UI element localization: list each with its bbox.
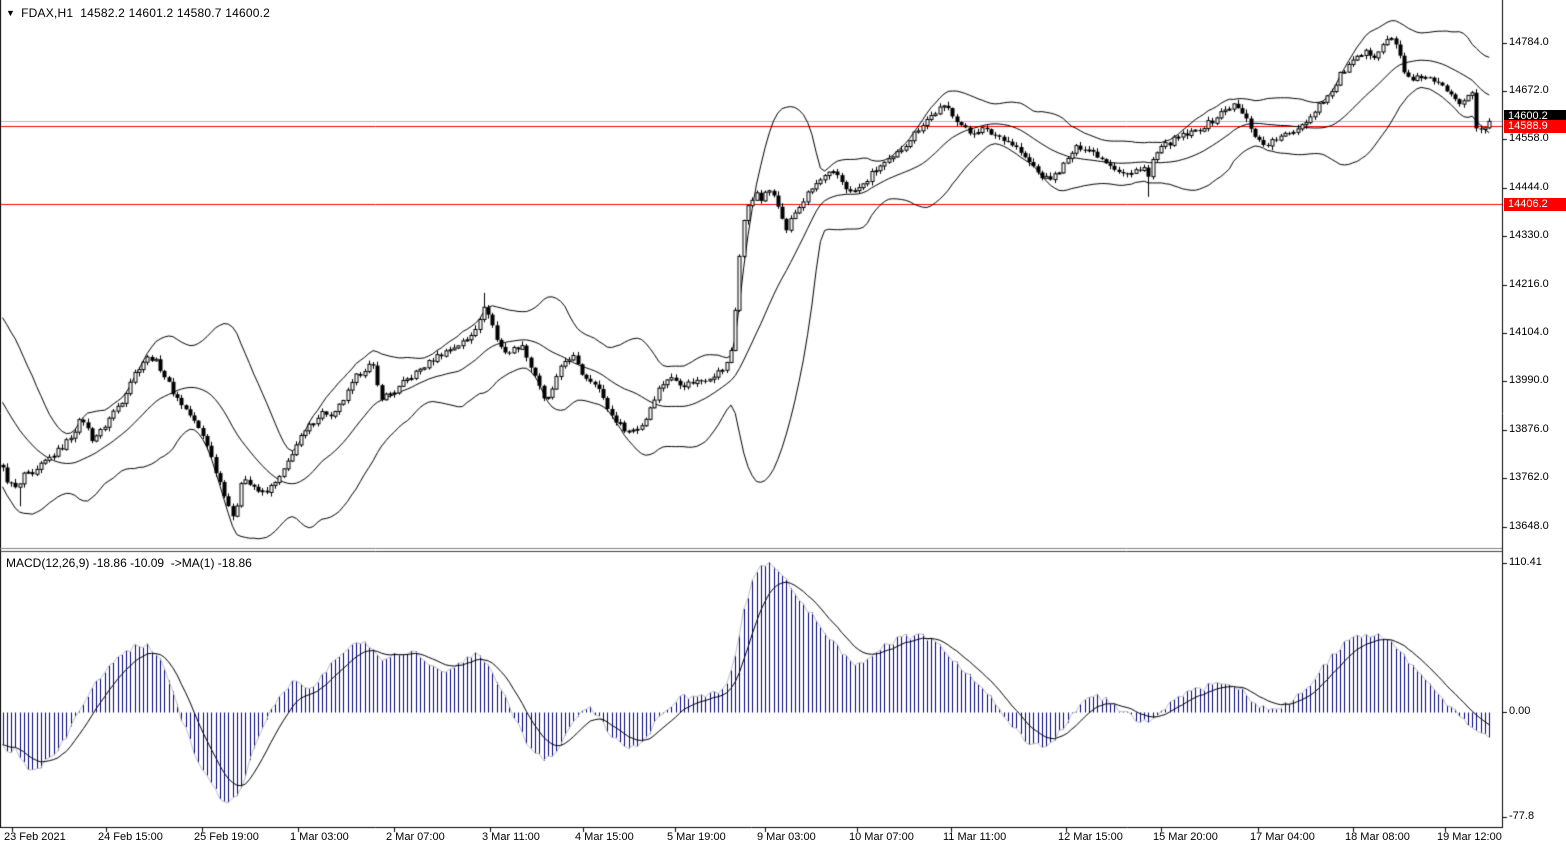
price-axis-label: 13762.0 [1509, 471, 1549, 484]
time-axis-label: 17 Mar 04:00 [1250, 831, 1315, 843]
macd-axis-label: 110.41 [1509, 556, 1542, 568]
time-axis-label: 3 Mar 11:00 [482, 831, 540, 843]
macd-axis-label: 0.00 [1509, 705, 1531, 717]
time-axis-label: 18 Mar 08:00 [1345, 831, 1410, 843]
hline-price-label: 14406.2 [1504, 197, 1566, 211]
price-axis-label: 14104.0 [1509, 325, 1549, 338]
hline-price-label: 14588.9 [1504, 120, 1566, 134]
price-axis-label: 14558.0 [1509, 132, 1549, 145]
time-axis-label: 1 Mar 03:00 [290, 831, 349, 843]
time-axis-label: 11 Mar 11:00 [943, 831, 1007, 843]
current-price-label: 14600.2 [1504, 110, 1566, 124]
price-axis-label: 14672.0 [1509, 83, 1549, 96]
panel-splitter[interactable] [0, 548, 1502, 552]
macd-indicator-name: MACD(12,26,9) [6, 556, 90, 570]
symbol-dropdown-icon: ▼ [6, 8, 16, 18]
price-axis-label: 14444.0 [1509, 180, 1549, 193]
macd-axis-label: -77.8 [1509, 810, 1535, 822]
time-axis-label: 15 Mar 20:00 [1153, 831, 1218, 843]
chart-ohlc-header: ▼ FDAX,H1 14582.2 14601.2 14580.7 14600.2 [6, 6, 270, 20]
time-axis-label: 4 Mar 15:00 [575, 831, 634, 843]
macd-indicator-values: -18.86 -10.09 ->MA(1) -18.86 [92, 556, 252, 570]
time-axis-label: 19 Mar 12:00 [1437, 831, 1502, 843]
macd-indicator-header: MACD(12,26,9) -18.86 -10.09 ->MA(1) -18.… [6, 556, 252, 570]
time-axis-label: 23 Feb 2021 [4, 831, 66, 843]
time-axis-label: 2 Mar 07:00 [386, 831, 445, 843]
price-axis-label: 14784.0 [1509, 36, 1549, 48]
symbol-label: FDAX,H1 [21, 6, 74, 20]
ohlc-values: 14582.2 14601.2 14580.7 14600.2 [80, 6, 270, 20]
time-axis-label: 25 Feb 19:00 [194, 831, 259, 843]
time-axis-label: 12 Mar 15:00 [1058, 831, 1123, 843]
time-axis-label: 9 Mar 03:00 [757, 831, 816, 843]
time-axis-label: 24 Feb 15:00 [98, 831, 163, 843]
time-axis-label: 5 Mar 19:00 [667, 831, 726, 843]
price-axis-label: 14330.0 [1509, 229, 1549, 242]
time-axis-label: 10 Mar 07:00 [849, 831, 914, 843]
price-axis-label: 14216.0 [1509, 278, 1549, 290]
price-axis-label: 13990.0 [1509, 374, 1549, 387]
price-axis-label: 13876.0 [1509, 422, 1549, 435]
price-axis-label: 13648.0 [1509, 520, 1549, 532]
